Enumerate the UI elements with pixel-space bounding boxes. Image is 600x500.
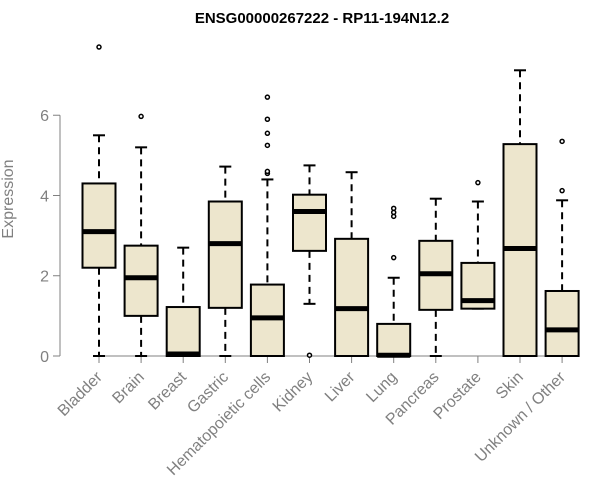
outlier-point [475,179,481,186]
x-tick-label: Skin [493,369,527,403]
box-6 [292,164,327,358]
box-3 [165,246,201,357]
boxes-layer [81,44,580,358]
box-7 [334,171,370,357]
box-1 [81,44,117,357]
box-rect [165,306,201,357]
box-4 [207,165,243,357]
box-5 [249,94,285,358]
chart-title: ENSG00000267222 - RP11-194N12.2 [195,10,449,27]
outlier-point [96,44,102,50]
y-tick-label: 2 [40,269,49,286]
box-rect [334,237,370,357]
outlier-point [264,94,271,100]
box-rect [123,244,159,317]
box-rect [544,289,580,357]
box-rect [81,182,117,269]
x-tick-label: Prostate [431,369,485,423]
outlier-point [306,352,313,358]
y-tick-label: 6 [40,108,49,125]
box-8 [376,205,412,358]
x-tick-label: Lung [363,369,400,406]
box-12 [544,138,580,357]
box-rect [376,322,412,357]
y-tick-label: 4 [40,188,49,205]
box-11 [502,69,538,357]
outlier-point [390,205,397,212]
outlier-point [264,142,271,149]
box-rect [207,200,243,309]
box-2 [123,113,159,357]
outlier-point [390,254,397,261]
outlier-point [559,138,565,145]
outlier-point [264,116,271,122]
outlier-point [264,130,271,137]
x-tick-label: Bladder [55,368,106,419]
outlier-point [559,187,565,194]
x-tick-label: Kidney [270,369,317,416]
box-9 [418,197,454,357]
outlier-point [264,168,271,175]
y-axis-label: Expression [0,159,17,238]
box-10 [460,179,496,310]
x-tick-label: Liver [322,368,359,405]
y-tick-label: 0 [40,349,49,366]
box-rect [292,193,327,252]
outlier-point [138,113,144,120]
x-tick-label: Brain [109,369,147,407]
x-tick-label: Breast [145,368,190,413]
